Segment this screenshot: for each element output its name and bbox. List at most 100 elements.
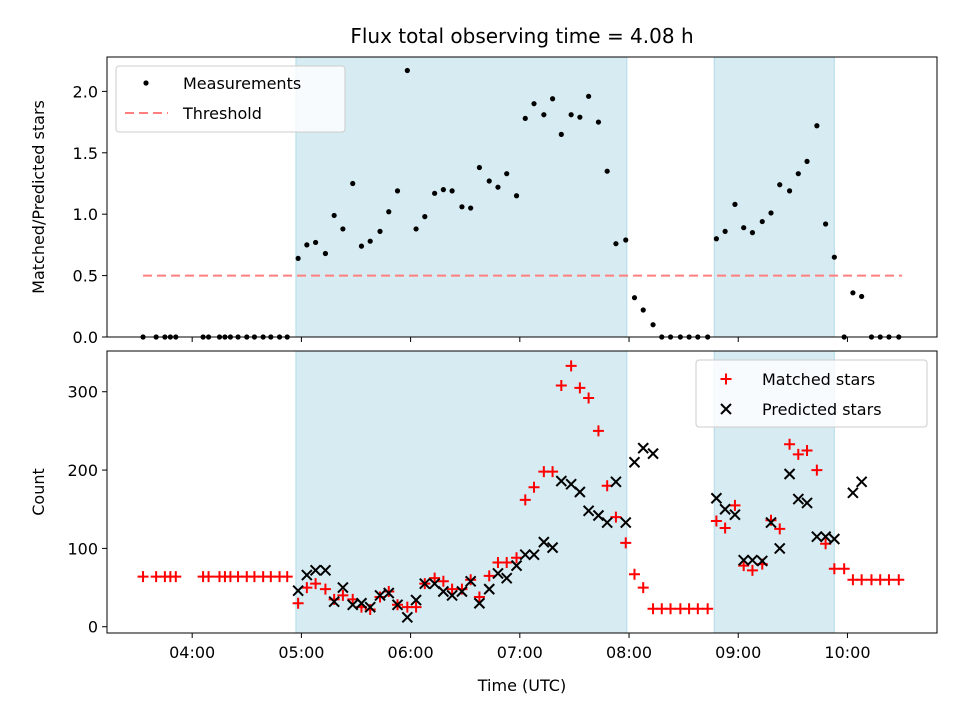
data-point [719, 522, 731, 534]
data-point [304, 242, 310, 248]
data-point [510, 559, 523, 572]
data-point [137, 571, 149, 583]
x-tick-label: 06:00 [388, 643, 434, 662]
data-point [386, 209, 392, 215]
axes-frame [106, 56, 938, 338]
data-point [738, 560, 750, 572]
data-point [628, 456, 641, 468]
data-point [364, 601, 376, 613]
data-point [637, 442, 649, 454]
series-predicted-stars [292, 442, 868, 624]
y-tick-label: 200 [67, 461, 98, 480]
data-point [855, 476, 868, 488]
data-point [309, 564, 322, 577]
data-point [301, 582, 313, 594]
data-point [410, 594, 422, 606]
data-point [301, 569, 313, 581]
data-point [292, 597, 304, 609]
data-point [377, 228, 383, 234]
data-point [558, 131, 564, 137]
y-axis-label: Matched/Predicted stars [29, 100, 48, 294]
data-point [784, 438, 796, 450]
data-point [637, 582, 649, 594]
data-point [513, 193, 520, 199]
data-point [495, 184, 501, 190]
data-point [355, 597, 368, 609]
observing-window-band [295, 56, 628, 338]
x-tick-label: 05:00 [278, 643, 324, 662]
data-point [337, 589, 349, 601]
data-point [850, 290, 856, 296]
data-point [710, 492, 723, 504]
data-point [792, 448, 804, 460]
data-point [792, 493, 805, 505]
data-point [746, 554, 759, 566]
y-tick-label: 1.5 [73, 144, 98, 163]
legend-label-predicted: Predicted stars [762, 400, 882, 419]
data-point [586, 93, 592, 99]
data-point [383, 587, 395, 599]
data-point [801, 497, 813, 509]
data-point [295, 255, 301, 262]
y-tick-label: 0.5 [73, 267, 98, 286]
data-point [774, 523, 786, 535]
data-point [319, 564, 332, 577]
data-point [440, 187, 446, 193]
data-point [449, 188, 455, 194]
data-point [473, 597, 486, 609]
data-point [337, 581, 349, 594]
data-point [795, 171, 801, 177]
data-point [610, 511, 622, 523]
observing-window-band [713, 56, 835, 338]
data-point [613, 241, 619, 247]
legend-marker-measurements [143, 80, 149, 86]
x-tick-label: 08:00 [606, 643, 652, 662]
data-point [429, 572, 441, 584]
data-point [401, 611, 414, 624]
data-point [367, 238, 373, 244]
data-point [749, 230, 756, 236]
data-point [883, 574, 895, 586]
data-point [786, 188, 793, 194]
data-point [823, 221, 829, 227]
y-tick-label: 0.0 [73, 328, 98, 347]
x-tick-label: 04:00 [169, 643, 215, 662]
data-point [394, 188, 401, 194]
data-point [340, 226, 346, 232]
data-point [628, 568, 640, 580]
data-point [468, 205, 474, 211]
data-point [804, 158, 810, 164]
data-point [574, 486, 586, 498]
data-point [729, 509, 741, 521]
data-point [620, 516, 632, 529]
data-point [631, 295, 638, 301]
data-point [483, 583, 495, 595]
legend-box [695, 359, 928, 428]
axes-frame [106, 350, 938, 634]
legend-label-measurements: Measurements [183, 74, 301, 93]
data-point [410, 601, 422, 613]
data-point [604, 168, 610, 174]
data-point [528, 481, 540, 493]
data-point [310, 578, 322, 590]
data-point [783, 468, 796, 480]
legend-box [115, 65, 346, 133]
data-point [446, 583, 458, 595]
data-point [504, 171, 510, 177]
data-point [595, 119, 602, 125]
legend: Measurements Threshold [115, 65, 346, 133]
data-point [486, 178, 492, 184]
data-point [768, 210, 774, 216]
data-point [801, 444, 813, 456]
data-point [541, 112, 547, 118]
data-point [601, 516, 613, 529]
data-point [374, 589, 386, 602]
data-point [292, 584, 304, 597]
data-point [650, 322, 656, 328]
data-point [358, 243, 365, 249]
data-point [665, 603, 677, 615]
data-point [328, 595, 340, 608]
data-point [519, 494, 531, 506]
data-point [811, 530, 823, 543]
